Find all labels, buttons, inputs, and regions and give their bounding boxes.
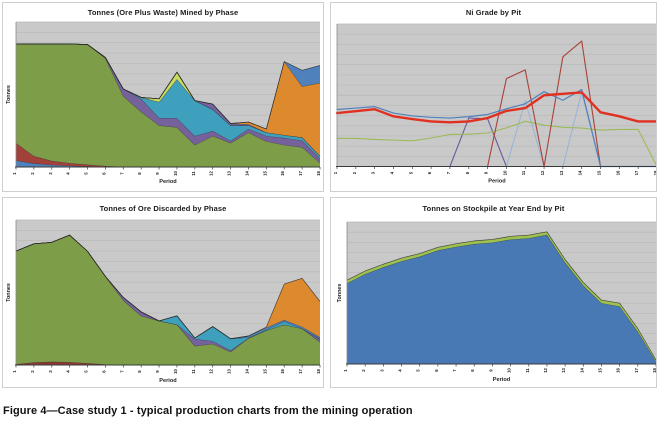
svg-text:16: 16 [615, 170, 620, 175]
svg-text:6: 6 [427, 171, 432, 174]
svg-text:11: 11 [525, 368, 530, 373]
svg-text:11: 11 [521, 170, 526, 175]
svg-text:15: 15 [597, 368, 602, 373]
svg-text:Period: Period [159, 179, 177, 185]
svg-text:Period: Period [159, 378, 177, 384]
svg-text:2: 2 [30, 172, 35, 175]
svg-text:11: 11 [191, 171, 196, 176]
svg-text:2: 2 [30, 370, 35, 373]
svg-text:17: 17 [298, 369, 303, 374]
svg-text:11: 11 [191, 369, 196, 374]
svg-text:Period: Period [493, 377, 511, 383]
chart-panel-stockpile-by-pit: Tonnes on Stockpile at Year End by Pit 1… [330, 197, 657, 388]
svg-text:10: 10 [173, 369, 178, 374]
chart-panel-mined-by-phase: Tonnes (Ore Plus Waste) Mined by Phase 1… [2, 2, 324, 192]
svg-text:Tonnes: Tonnes [6, 283, 12, 302]
chart-title-ni-grade-by-pit: Ni Grade by Pit [465, 8, 522, 17]
svg-text:4: 4 [66, 370, 71, 373]
svg-text:3: 3 [379, 369, 384, 372]
svg-text:4: 4 [398, 369, 403, 372]
svg-text:13: 13 [227, 369, 232, 374]
chart-title-stockpile-by-pit: Tonnes on Stockpile at Year End by Pit [422, 204, 565, 213]
svg-text:15: 15 [262, 369, 267, 374]
figure-caption: Figure 4—Case study 1 - typical producti… [3, 405, 413, 417]
chart-title-ore-discarded-by-phase: Tonnes of Ore Discarded by Phase [99, 204, 227, 213]
svg-text:18: 18 [316, 171, 321, 176]
svg-text:7: 7 [119, 172, 124, 175]
svg-text:12: 12 [540, 170, 545, 175]
svg-text:14: 14 [578, 170, 583, 175]
svg-text:10: 10 [502, 170, 507, 175]
svg-text:3: 3 [48, 172, 53, 175]
svg-text:12: 12 [543, 368, 548, 373]
svg-text:12: 12 [209, 171, 214, 176]
svg-text:16: 16 [280, 369, 285, 374]
svg-text:12: 12 [209, 369, 214, 374]
svg-text:10: 10 [173, 171, 178, 176]
svg-text:8: 8 [465, 171, 470, 174]
svg-text:8: 8 [137, 370, 142, 373]
svg-text:15: 15 [262, 171, 267, 176]
svg-text:17: 17 [634, 170, 639, 175]
svg-text:1: 1 [333, 171, 338, 174]
svg-text:2: 2 [352, 171, 357, 174]
svg-text:9: 9 [484, 171, 489, 174]
svg-text:7: 7 [119, 370, 124, 373]
svg-text:7: 7 [446, 171, 451, 174]
svg-text:14: 14 [244, 171, 249, 176]
svg-text:16: 16 [616, 368, 621, 373]
svg-text:1: 1 [12, 172, 17, 175]
svg-text:17: 17 [298, 171, 303, 176]
svg-text:4: 4 [66, 172, 71, 175]
svg-text:13: 13 [559, 170, 564, 175]
svg-text:Period: Period [488, 179, 506, 185]
svg-text:1: 1 [12, 370, 17, 373]
svg-text:Tonnes: Tonnes [6, 85, 12, 104]
svg-text:5: 5 [408, 171, 413, 174]
svg-text:18: 18 [653, 170, 656, 175]
svg-text:9: 9 [488, 369, 493, 372]
svg-text:7: 7 [452, 369, 457, 372]
svg-text:5: 5 [84, 172, 89, 175]
svg-text:1: 1 [343, 369, 348, 372]
svg-text:18: 18 [652, 368, 656, 373]
svg-text:8: 8 [137, 172, 142, 175]
svg-text:6: 6 [434, 369, 439, 372]
chart-title-mined-by-phase: Tonnes (Ore Plus Waste) Mined by Phase [87, 8, 239, 17]
svg-text:6: 6 [101, 172, 106, 175]
svg-text:15: 15 [597, 170, 602, 175]
svg-text:16: 16 [280, 171, 285, 176]
svg-text:4: 4 [389, 171, 394, 174]
svg-text:9: 9 [155, 172, 160, 175]
svg-text:8: 8 [470, 369, 475, 372]
svg-text:5: 5 [84, 370, 89, 373]
svg-text:5: 5 [416, 369, 421, 372]
svg-text:14: 14 [244, 369, 249, 374]
svg-text:9: 9 [155, 370, 160, 373]
svg-text:Tonnes: Tonnes [337, 284, 343, 303]
svg-text:17: 17 [634, 368, 639, 373]
svg-text:3: 3 [48, 370, 53, 373]
svg-text:3: 3 [371, 171, 376, 174]
svg-text:10: 10 [507, 368, 512, 373]
svg-text:13: 13 [227, 171, 232, 176]
svg-text:13: 13 [561, 368, 566, 373]
svg-text:2: 2 [361, 369, 366, 372]
chart-panel-ni-grade-by-pit: Ni Grade by Pit 1 2 3 4 5 6 7 8 9 10 11 12 13 14 15 16 1… [330, 2, 657, 192]
svg-text:14: 14 [579, 368, 584, 373]
svg-text:18: 18 [316, 369, 321, 374]
svg-text:6: 6 [101, 370, 106, 373]
